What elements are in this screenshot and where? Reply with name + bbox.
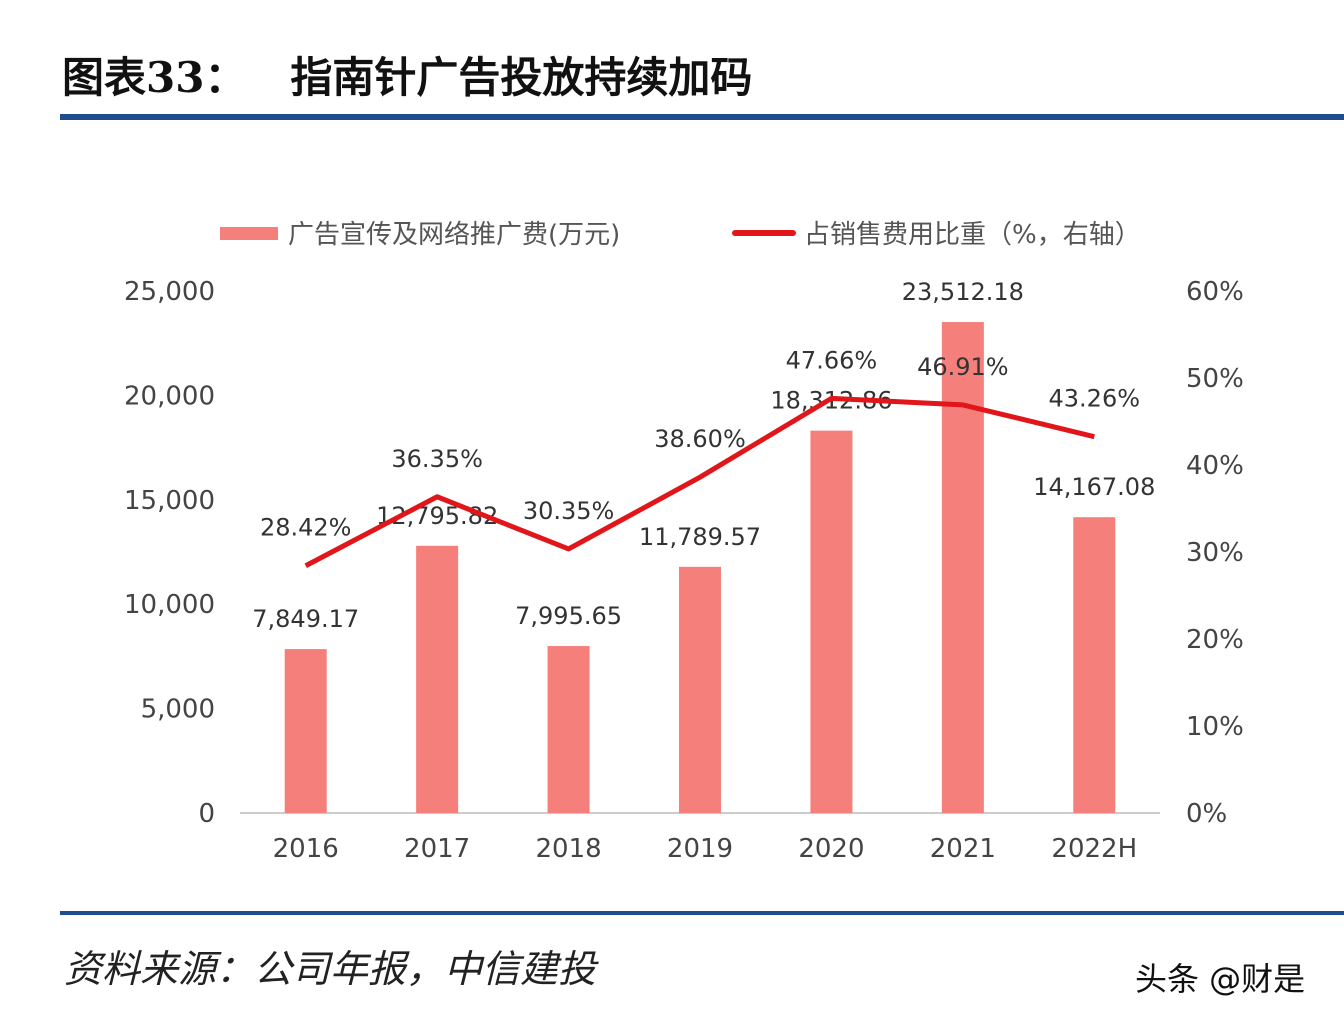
line-data-label: 38.60% xyxy=(654,425,746,453)
bar xyxy=(1073,517,1116,813)
y-right-tick: 20% xyxy=(1186,625,1244,655)
footer-rule xyxy=(60,911,1344,915)
bar xyxy=(284,649,327,813)
x-tick: 2022H xyxy=(1051,834,1137,864)
line-data-label: 47.66% xyxy=(786,346,878,374)
y-right-tick: 10% xyxy=(1186,712,1244,742)
bar-data-label: 7,995.65 xyxy=(515,602,622,630)
legend: 广告宣传及网络推广费(万元) 占销售费用比重（%，右轴） xyxy=(220,220,1141,250)
bar-data-label: 23,512.18 xyxy=(902,278,1024,306)
legend-swatch-line xyxy=(732,230,796,236)
bar-data-label: 7,849.17 xyxy=(252,605,359,633)
x-tick: 2019 xyxy=(667,834,733,864)
y-left-tick: 25,000 xyxy=(124,277,215,307)
x-tick: 2020 xyxy=(798,834,864,864)
x-tick: 2018 xyxy=(535,834,601,864)
y-right-tick: 50% xyxy=(1186,364,1244,394)
legend-swatch-bar xyxy=(220,227,278,240)
title-rule xyxy=(60,114,1344,120)
legend-label-line: 占销售费用比重（%，右轴） xyxy=(804,220,1141,250)
line-data-label: 36.35% xyxy=(391,445,483,473)
bar xyxy=(941,322,984,813)
bar xyxy=(679,566,721,813)
chart-title: 图表33： 指南针广告投放持续加码 xyxy=(62,53,753,102)
y-right-tick: 30% xyxy=(1186,538,1244,568)
y-right-tick: 0% xyxy=(1186,799,1227,829)
line-data-label: 46.91% xyxy=(917,353,1009,381)
line-data-label: 28.42% xyxy=(260,514,352,542)
y-right-tick: 60% xyxy=(1186,277,1244,307)
bar xyxy=(416,545,459,813)
y-left-tick: 10,000 xyxy=(124,590,215,620)
y-left-tick: 0 xyxy=(198,799,215,829)
line-data-label: 43.26% xyxy=(1049,385,1141,413)
x-tick: 2017 xyxy=(404,834,470,864)
watermark: 头条 @财是 xyxy=(1135,960,1306,998)
y-right-tick: 40% xyxy=(1186,451,1244,481)
y-left-tick: 15,000 xyxy=(124,486,215,516)
line-data-label: 30.35% xyxy=(523,497,615,525)
bar xyxy=(547,646,590,813)
legend-label-bar: 广告宣传及网络推广费(万元) xyxy=(288,220,620,250)
x-tick: 2016 xyxy=(273,834,339,864)
x-tick: 2021 xyxy=(930,834,996,864)
y-left-tick: 5,000 xyxy=(141,695,215,725)
bar xyxy=(810,430,853,813)
bar-data-label: 14,167.08 xyxy=(1033,473,1155,501)
bar-data-label: 11,789.57 xyxy=(639,523,761,551)
source-note: 资料来源：公司年报，中信建投 xyxy=(64,947,597,991)
y-left-tick: 20,000 xyxy=(124,381,215,411)
